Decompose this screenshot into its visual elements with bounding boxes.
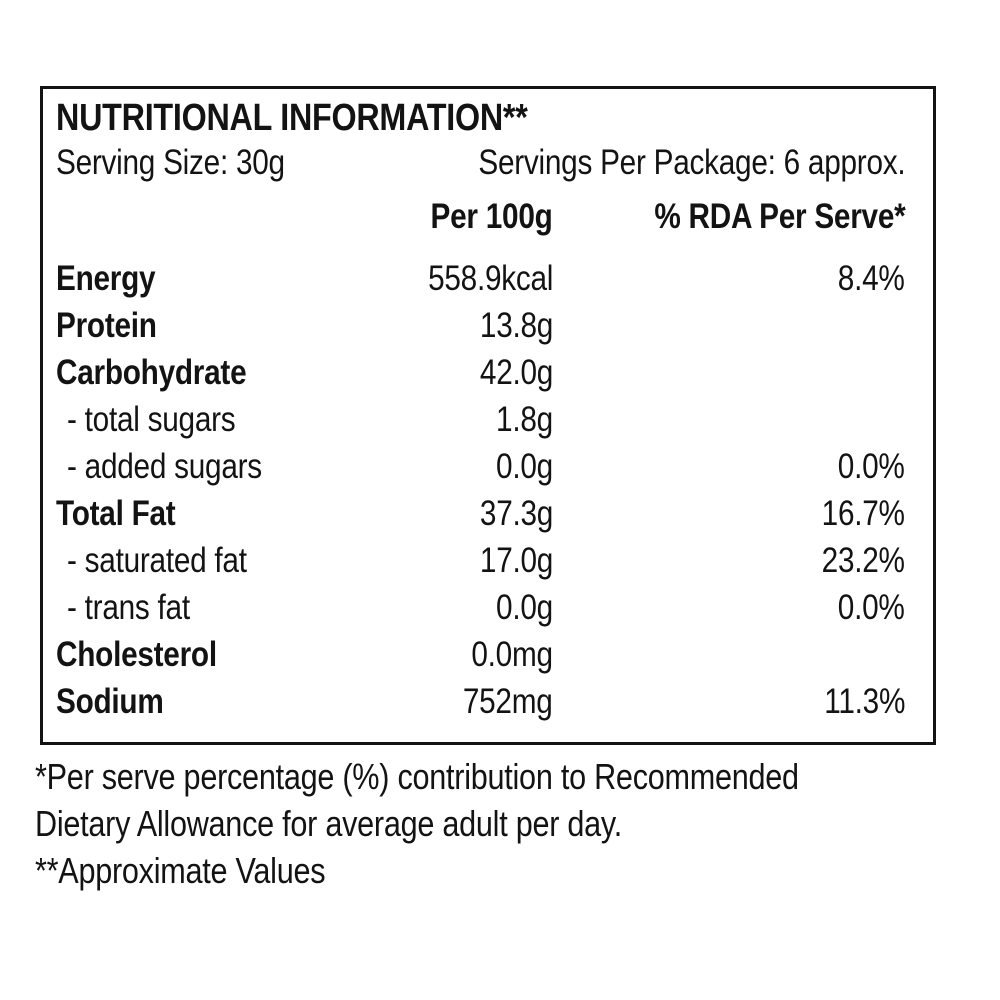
footnotes: *Per serve percentage (%) contribution t… [35,753,934,894]
per-100g-value: 17.0g [479,541,553,580]
nutrient-row: - trans fat 0.0g 0.0% [56,584,905,631]
rda-value [553,631,905,678]
label-title-text: NUTRITIONAL INFORMATION** [56,97,528,139]
footnote-line: *Per serve percentage (%) contribution t… [35,756,799,797]
per-100g-value: 558.9kcal [427,259,553,298]
rda-value: 11.3% [824,682,905,721]
per-100g-value: 0.0g [496,447,553,486]
per-100g-value: 42.0g [479,353,553,392]
footnote-line: **Approximate Values [35,850,326,891]
column-header-per-100g: Per 100g [430,197,553,236]
per-100g-value: 752mg [463,682,553,721]
per-100g-value: 37.3g [479,494,553,533]
rda-value: 0.0% [838,588,905,627]
rda-value: 8.4% [838,259,905,298]
label-title: NUTRITIONAL INFORMATION** [56,95,905,141]
column-header-rda: % RDA Per Serve* [653,197,905,236]
serving-info-row: Serving Size: 30g Servings Per Package: … [56,141,905,185]
nutrient-name: Protein [56,306,157,345]
serving-size-text: Serving Size: 30g [56,143,285,182]
nutrient-row: - added sugars 0.0g 0.0% [56,443,905,490]
nutrient-name: - total sugars [67,400,236,439]
per-100g-value: 13.8g [479,306,553,345]
nutrient-row: Energy 558.9kcal 8.4% [56,255,905,302]
rda-value [553,396,905,443]
nutrient-row: Sodium 752mg 11.3% [56,678,905,725]
per-100g-value: 1.8g [496,400,553,439]
footnote-line: Dietary Allowance for average adult per … [35,803,622,844]
rda-value [553,302,905,349]
nutrient-name: - added sugars [67,447,262,486]
nutrient-name: Carbohydrate [56,353,247,392]
per-100g-value: 0.0g [496,588,553,627]
nutrient-name: Total Fat [56,494,176,533]
rda-value: 23.2% [821,541,905,580]
nutrient-row: Protein 13.8g [56,302,905,349]
rda-value: 16.7% [821,494,905,533]
nutrient-row: Total Fat 37.3g 16.7% [56,490,905,537]
nutrient-name: - saturated fat [67,541,247,580]
nutrient-row: - total sugars 1.8g [56,396,905,443]
rda-value [553,349,905,396]
nutrient-name: Energy [56,259,156,298]
nutrient-row: - saturated fat 17.0g 23.2% [56,537,905,584]
nutrient-row: Cholesterol 0.0mg [56,631,905,678]
nutrient-name: - trans fat [67,588,190,627]
nutrient-name: Sodium [56,682,164,721]
rda-value: 0.0% [838,447,905,486]
per-100g-value: 0.0mg [471,635,554,674]
nutrient-rows: Energy 558.9kcal 8.4% Protein 13.8g Carb… [56,255,905,725]
nutrient-row: Carbohydrate 42.0g [56,349,905,396]
column-header-row: Per 100g % RDA Per Serve* [56,195,905,239]
servings-per-package-text: Servings Per Package: 6 approx. [477,143,905,182]
nutrient-name: Cholesterol [56,635,217,674]
column-header-spacer [56,195,386,239]
nutrition-facts-box: NUTRITIONAL INFORMATION** Serving Size: … [40,86,936,745]
